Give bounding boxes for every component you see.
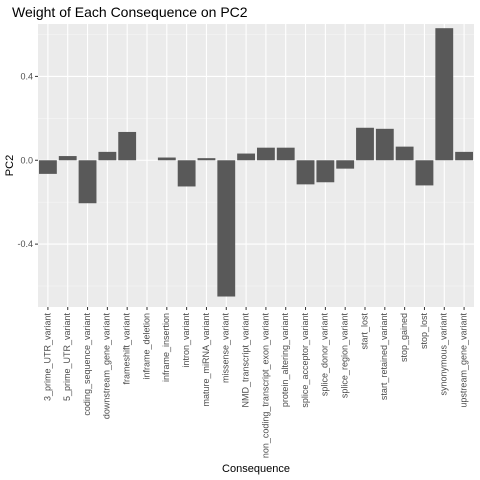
bar-stop_gained	[395, 146, 414, 161]
x-axis-title: Consequence	[222, 463, 290, 475]
chart-title: Weight of Each Consequence on PC2	[12, 4, 248, 20]
x-tick-label: inframe_deletion	[141, 313, 151, 380]
y-axis-title: PC2	[4, 155, 16, 176]
bar-synonymous_variant	[435, 28, 454, 161]
bar-stop_lost	[415, 160, 434, 186]
bar-mature_miRNA_variant	[197, 158, 216, 161]
x-tick-label: missense_variant	[221, 313, 231, 384]
bar-splice_region_variant	[336, 160, 355, 169]
bar-start_retained_variant	[375, 128, 394, 161]
bar-intron_variant	[177, 160, 196, 187]
bar-protein_altering_variant	[276, 147, 295, 161]
bar-frameshift_variant	[118, 131, 137, 161]
x-tick-label: NMD_transcript_variant	[240, 313, 250, 408]
bar-downstream_gene_variant	[98, 151, 117, 161]
x-tick-label: non_coding_transcript_exon_variant	[260, 313, 270, 459]
x-tick-label: 5_prime_UTR_variant	[62, 313, 72, 402]
x-tick-label: intron_variant	[181, 313, 191, 368]
bar-start_lost	[356, 127, 374, 161]
y-tick-label: -0.4	[17, 239, 33, 249]
bar-splice_acceptor_variant	[296, 160, 315, 185]
x-tick-label: upstream_gene_variant	[458, 313, 468, 408]
x-tick-label: mature_miRNA_variant	[201, 313, 211, 407]
bar-splice_donor_variant	[316, 160, 335, 183]
y-tick-label: 0.4	[20, 71, 33, 81]
x-tick-label: start_lost	[359, 313, 369, 350]
y-tick-label: 0.0	[20, 155, 33, 165]
bar-inframe_insertion	[157, 157, 176, 161]
x-tick-label: coding_sequence_variant	[82, 313, 92, 416]
bar-3_prime_UTR_variant	[38, 160, 57, 174]
bar-missense_variant	[217, 160, 236, 297]
x-tick-label: 3_prime_UTR_variant	[42, 313, 52, 402]
bar-NMD_transcript_variant	[237, 153, 256, 161]
bars	[38, 28, 474, 297]
bar-upstream_gene_variant	[455, 151, 474, 161]
bar-5_prime_UTR_variant	[58, 156, 77, 161]
x-tick-label: synonymous_variant	[439, 313, 449, 396]
x-tick-label: splice_region_variant	[340, 313, 350, 399]
bar-coding_sequence_variant	[78, 160, 97, 204]
x-tick-label: downstream_gene_variant	[102, 313, 112, 420]
x-axis: 3_prime_UTR_variant 5_prime_UTR_variant co…	[42, 307, 468, 458]
y-axis: 0.4 0.0 -0.4	[17, 71, 38, 249]
x-tick-label: stop_lost	[419, 313, 429, 350]
x-tick-label: frameshift_variant	[122, 313, 132, 385]
x-tick-label: splice_acceptor_variant	[300, 313, 310, 408]
x-tick-label: protein_altering_variant	[280, 313, 290, 408]
x-tick-label: inframe_insertion	[161, 313, 171, 382]
bar-non_coding_transcript_exon_variant	[256, 147, 275, 161]
x-tick-label: splice_donor_variant	[320, 313, 330, 397]
plot-panel	[38, 24, 474, 307]
x-tick-label: stop_gained	[399, 313, 409, 362]
x-tick-label: start_retained_variant	[379, 313, 389, 401]
